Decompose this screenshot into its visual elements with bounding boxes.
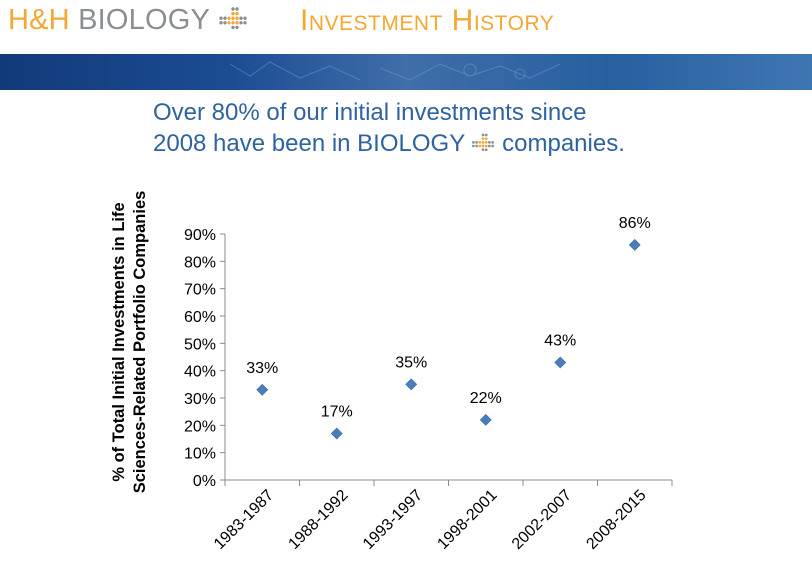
data-label: 17% [321,404,353,421]
x-tick-label: 1983-1987 [211,487,277,553]
banner-pattern-icon [229,61,561,81]
y-axis-label-line-2: Sciences-Related Portfolio Companies [131,191,149,494]
logo-dot [485,133,489,137]
y-tick-label: 80% [184,254,216,271]
logo-dot [235,11,239,16]
logo-dot [243,16,247,20]
logo-dot [488,141,492,144]
logo-dot [482,133,485,137]
logo-dot [231,11,235,16]
logo-dot [472,141,476,144]
data-point [330,427,343,440]
plus-dots-small-icon [472,133,495,152]
logo-dot [227,21,231,25]
subtitle: Over 80% of our initial investments sinc… [153,97,673,159]
logo-dot [219,21,223,25]
x-tick-label: 2002-2007 [509,487,575,553]
y-tick-label: 60% [184,309,216,326]
x-tick-label: 1988-1992 [285,487,351,553]
logo-dot [491,141,495,144]
y-tick-label: 20% [184,418,216,435]
logo-dot [475,141,479,144]
y-tick-label: 90% [184,227,216,244]
data-labels: 33% 17% 35% 22% 43% 86% [246,215,651,421]
x-tick-label: 2008-2015 [583,487,649,553]
logo-dot [485,137,489,141]
logo-dot [482,148,485,152]
data-point [628,239,641,251]
logo-dot [223,16,227,20]
y-tick-label: 30% [184,391,216,408]
data-label: 43% [544,332,576,349]
logo-dot [243,21,247,25]
section-title: Investment History [300,4,555,37]
logo-dot [485,144,489,148]
logo-dot [227,16,231,20]
logo-dot [472,144,476,148]
y-tick-labels: 0% 10% 20% 30% 40% 50% 60% 70% 80% 90% [184,227,216,490]
logo-dot [219,16,223,20]
brand-prefix: H&H [8,4,70,36]
logo-dot [231,16,235,20]
data-point [256,383,269,396]
logo-dot [231,25,235,30]
logo-dot [482,137,485,141]
logo-dot [488,144,492,148]
logo-dot [231,21,235,25]
y-axis-label-line-1: % of Total Initial Investments in Life [110,202,128,481]
logo-dot [491,144,495,148]
logo-dot [235,25,239,30]
logo-dot [475,144,479,148]
x-tick-label: 1993-1997 [360,487,426,553]
x-tick-labels: 1983-1987 1988-1992 1993-1997 1998-2001 2002… [211,487,650,553]
logo-dot [235,16,239,20]
logo-dot [478,144,482,148]
data-label: 35% [395,354,427,371]
data-label: 22% [470,390,502,407]
brand-logo: H&H BIOLOGY [8,4,248,37]
plus-dots-icon [219,7,247,30]
y-tick-label: 0% [193,473,216,490]
logo-dot [223,21,227,25]
chart-axes [220,233,673,486]
logo-dot [482,141,485,144]
y-tick-label: 40% [184,364,216,381]
y-tick-label: 10% [184,446,216,463]
x-tick-label: 1998-2001 [434,487,500,553]
subtitle-line-2-end: companies. [502,130,625,157]
logo-dot [231,7,235,11]
logo-dot [485,148,489,152]
subtitle-line-1: Over 80% of our initial investments sinc… [153,99,587,126]
logo-dot [478,141,482,144]
header-banner [0,54,812,90]
logo-dot [482,144,485,148]
data-label: 86% [619,215,651,232]
data-label: 33% [246,360,278,377]
subtitle-line-2-start: 2008 have been in BIOLOGY [153,130,465,157]
data-points [256,239,641,440]
header: H&H BIOLOGY Investment History [0,0,812,52]
data-point [479,413,492,426]
data-point [554,356,567,369]
logo-dot [235,7,239,11]
logo-dot [239,16,243,20]
data-point [405,378,418,391]
brand-name: BIOLOGY [78,4,210,36]
subtitle-line-2: 2008 have been in BIOLOGY companies. [153,128,673,159]
y-tick-label: 50% [184,336,216,353]
y-tick-label: 70% [184,282,216,299]
logo-dot [239,21,243,25]
logo-dot [485,141,489,144]
logo-dot [235,21,239,25]
